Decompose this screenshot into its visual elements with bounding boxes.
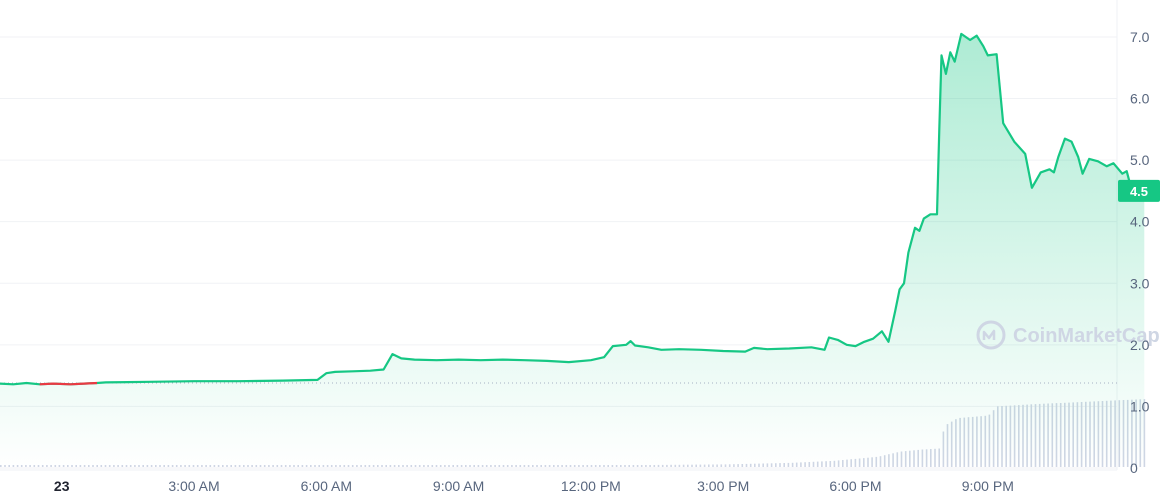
x-tick-label: 23 — [54, 478, 70, 494]
last-price-label: 4.5 — [1130, 184, 1148, 199]
x-tick-label: 9:00 AM — [433, 478, 484, 494]
x-axis: 23 3:00 AM 6:00 AM 9:00 AM 12:00 PM 3:00 PM 6:… — [54, 478, 1014, 494]
y-tick-label: 6.0 — [1130, 91, 1150, 107]
last-price-badge — [1118, 179, 1160, 202]
y-tick-label: 5.0 — [1130, 152, 1150, 168]
y-tick-label: 7.0 — [1130, 29, 1150, 45]
price-area — [0, 33, 1145, 469]
y-tick-label: 3.0 — [1130, 275, 1150, 291]
y-axis: 7.0 6.0 5.0 4.0 3.0 2.0 1.0 0 — [1130, 29, 1150, 476]
x-tick-label: 9:00 PM — [962, 478, 1014, 494]
y-tick-label: 0 — [1130, 460, 1138, 476]
y-tick-label: 2.0 — [1130, 337, 1150, 353]
coinmarketcap-logo-icon — [976, 320, 1006, 350]
x-tick-label: 3:00 PM — [697, 478, 749, 494]
watermark-text: CoinMarketCap — [1013, 325, 1160, 347]
price-line-down — [39, 381, 98, 386]
watermark: CoinMarketCap — [976, 320, 1160, 350]
volume-bar — [1143, 399, 1146, 467]
y-tick-label: 4.0 — [1130, 214, 1150, 230]
x-tick-label: 6:00 PM — [829, 478, 881, 494]
last-price-marker: 4.5 — [1118, 179, 1160, 202]
price-line-up — [0, 32, 1145, 386]
x-tick-label: 12:00 PM — [561, 478, 621, 494]
x-tick-label: 3:00 AM — [168, 478, 219, 494]
x-tick-label: 6:00 AM — [301, 478, 352, 494]
price-area-fill — [0, 33, 1145, 469]
y-tick-label: 1.0 — [1130, 398, 1150, 414]
